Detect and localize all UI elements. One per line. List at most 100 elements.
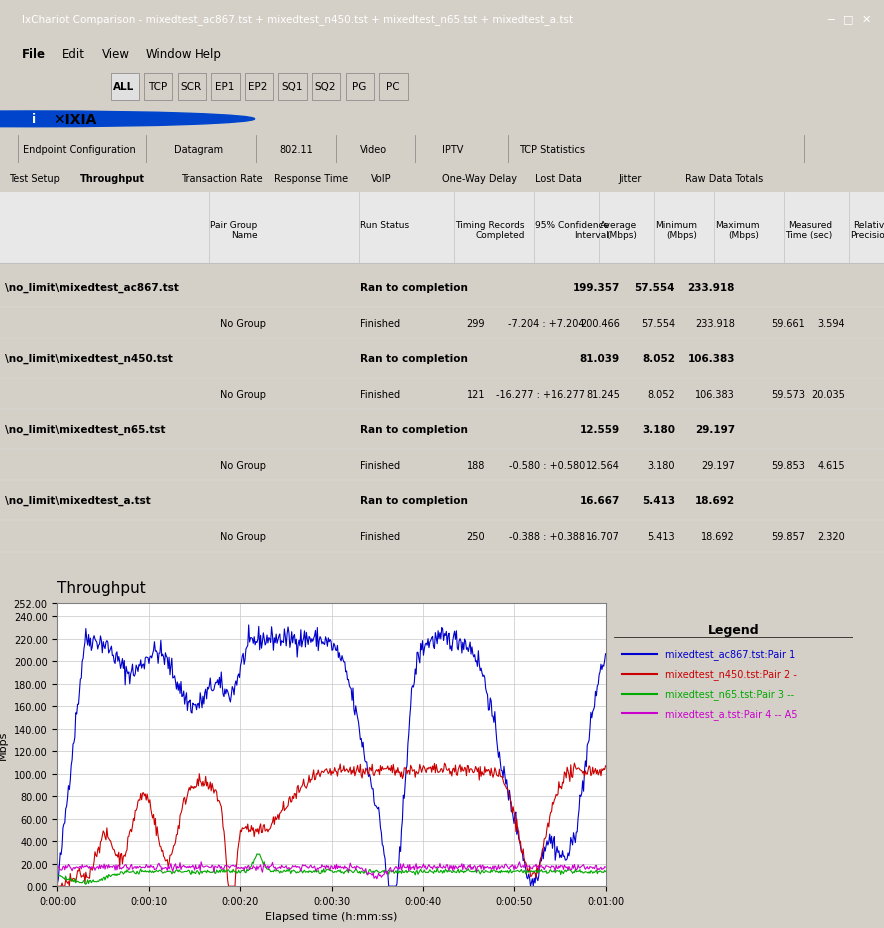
Text: SCR: SCR [180, 83, 202, 92]
Text: Window: Window [146, 48, 193, 61]
Text: 29.197: 29.197 [695, 425, 735, 434]
mixedtest_n65.tst:Pair 3 -- [80, 879, 91, 890]
Text: Finished: Finished [360, 389, 400, 399]
Line: mixedtest_ac867.tst:Pair 1: mixedtest_ac867.tst:Pair 1 [57, 625, 606, 886]
Text: □: □ [843, 15, 854, 24]
mixedtest_a.tst:Pair 4 -- A5 [301, 861, 312, 872]
Text: 59.661: 59.661 [771, 318, 805, 329]
mixedtest_ac867.tst:Pair 1 [420, 638, 431, 650]
mixedtest_n450.tst:Pair 2 - [600, 760, 611, 771]
FancyBboxPatch shape [211, 74, 240, 100]
mixedtest_n65.tst:Pair 3 -- [194, 869, 204, 880]
mixedtest_ac867.tst:Pair 1 [600, 649, 611, 660]
mixedtest_n65.tst:Pair 3 -- [52, 870, 63, 881]
Text: 18.692: 18.692 [695, 496, 735, 506]
FancyBboxPatch shape [278, 74, 307, 100]
Text: Test Setup: Test Setup [9, 174, 60, 184]
Text: Lost Data: Lost Data [535, 174, 582, 184]
Text: No Group: No Group [220, 531, 266, 541]
Text: Run Status: Run Status [360, 221, 409, 229]
Text: No Group: No Group [220, 318, 266, 329]
Text: EP2: EP2 [248, 83, 268, 92]
FancyBboxPatch shape [379, 74, 408, 100]
mixedtest_n65.tst:Pair 3 -- [150, 866, 161, 877]
Text: 8.052: 8.052 [647, 389, 675, 399]
Text: SQ2: SQ2 [315, 83, 336, 92]
Text: Finished: Finished [360, 531, 400, 541]
Text: mixedtest_a.tst:Pair 4 -- A5: mixedtest_a.tst:Pair 4 -- A5 [665, 708, 797, 719]
Text: Pair Group
Name: Pair Group Name [210, 221, 257, 240]
mixedtest_ac867.tst:Pair 1 [243, 620, 254, 631]
Text: View: View [102, 48, 130, 61]
mixedtest_ac867.tst:Pair 1 [193, 698, 203, 709]
Text: 3.594: 3.594 [818, 318, 845, 329]
Text: 8.052: 8.052 [642, 354, 675, 364]
mixedtest_n65.tst:Pair 3 -- [377, 866, 387, 877]
Text: 106.383: 106.383 [695, 389, 735, 399]
Text: ALL: ALL [113, 83, 134, 92]
Text: 121: 121 [467, 389, 485, 399]
Text: Help: Help [194, 48, 221, 61]
mixedtest_a.tst:Pair 4 -- A5 [193, 863, 203, 874]
mixedtest_a.tst:Pair 4 -- A5 [377, 870, 387, 882]
Text: 16.707: 16.707 [586, 531, 620, 541]
FancyBboxPatch shape [245, 74, 273, 100]
Text: mixedtest_ac867.tst:Pair 1: mixedtest_ac867.tst:Pair 1 [665, 649, 795, 660]
Text: 3.180: 3.180 [647, 460, 675, 470]
Text: 4.615: 4.615 [818, 460, 845, 470]
Text: 16.667: 16.667 [580, 496, 620, 506]
Text: Jitter: Jitter [619, 174, 642, 184]
Text: 2.320: 2.320 [817, 531, 845, 541]
Text: ─: ─ [827, 15, 834, 24]
Text: 3.180: 3.180 [642, 425, 675, 434]
mixedtest_a.tst:Pair 4 -- A5 [420, 860, 431, 871]
Text: TCP Statistics: TCP Statistics [520, 145, 585, 155]
Text: SQ1: SQ1 [281, 83, 302, 92]
mixedtest_n450.tst:Pair 2 - [569, 758, 580, 769]
Text: \no_limit\mixedtest_a.tst: \no_limit\mixedtest_a.tst [5, 496, 151, 506]
Text: Ran to completion: Ran to completion [360, 354, 468, 364]
Text: PG: PG [352, 83, 366, 92]
mixedtest_n65.tst:Pair 3 -- [600, 866, 611, 877]
Text: 12.559: 12.559 [580, 425, 620, 434]
mixedtest_ac867.tst:Pair 1 [52, 878, 63, 889]
Text: -7.204 : +7.204: -7.204 : +7.204 [508, 318, 585, 329]
Text: 233.918: 233.918 [695, 318, 735, 329]
mixedtest_n65.tst:Pair 3 -- [302, 866, 313, 877]
Text: 106.383: 106.383 [688, 354, 735, 364]
Text: EP1: EP1 [215, 83, 234, 92]
Text: Throughput: Throughput [80, 174, 145, 184]
mixedtest_a.tst:Pair 4 -- A5 [196, 857, 207, 868]
Line: mixedtest_a.tst:Pair 4 -- A5: mixedtest_a.tst:Pair 4 -- A5 [57, 862, 606, 879]
Text: One-Way Delay: One-Way Delay [442, 174, 517, 184]
FancyBboxPatch shape [144, 74, 172, 100]
Text: Datagram: Datagram [174, 145, 224, 155]
Text: 81.039: 81.039 [580, 354, 620, 364]
mixedtest_n450.tst:Pair 2 - [52, 881, 63, 892]
Y-axis label: Mbps: Mbps [0, 730, 8, 759]
Text: Relative
Precision: Relative Precision [850, 221, 884, 240]
Text: mixedtest_n450.tst:Pair 2 -: mixedtest_n450.tst:Pair 2 - [665, 668, 796, 679]
mixedtest_n450.tst:Pair 2 - [418, 760, 429, 771]
Text: Maximum
(Mbps): Maximum (Mbps) [715, 221, 759, 240]
Text: Ran to completion: Ran to completion [360, 425, 468, 434]
mixedtest_a.tst:Pair 4 -- A5 [600, 861, 611, 872]
Text: Ran to completion: Ran to completion [360, 283, 468, 292]
mixedtest_a.tst:Pair 4 -- A5 [371, 873, 382, 884]
Text: 200.466: 200.466 [580, 318, 620, 329]
Text: 12.564: 12.564 [586, 460, 620, 470]
Text: Finished: Finished [360, 318, 400, 329]
Text: No Group: No Group [220, 389, 266, 399]
Text: 250: 250 [467, 531, 485, 541]
mixedtest_n450.tst:Pair 2 - [149, 819, 160, 831]
Text: Finished: Finished [360, 460, 400, 470]
mixedtest_n65.tst:Pair 3 -- [420, 867, 431, 878]
Text: Endpoint Configuration: Endpoint Configuration [23, 145, 136, 155]
Text: 199.357: 199.357 [573, 283, 620, 292]
Text: Video: Video [360, 145, 387, 155]
Text: PC: PC [385, 83, 400, 92]
mixedtest_a.tst:Pair 4 -- A5 [52, 858, 63, 870]
Text: -0.388 : +0.388: -0.388 : +0.388 [509, 531, 585, 541]
Text: i: i [32, 113, 35, 126]
mixedtest_ac867.tst:Pair 1 [149, 637, 160, 648]
